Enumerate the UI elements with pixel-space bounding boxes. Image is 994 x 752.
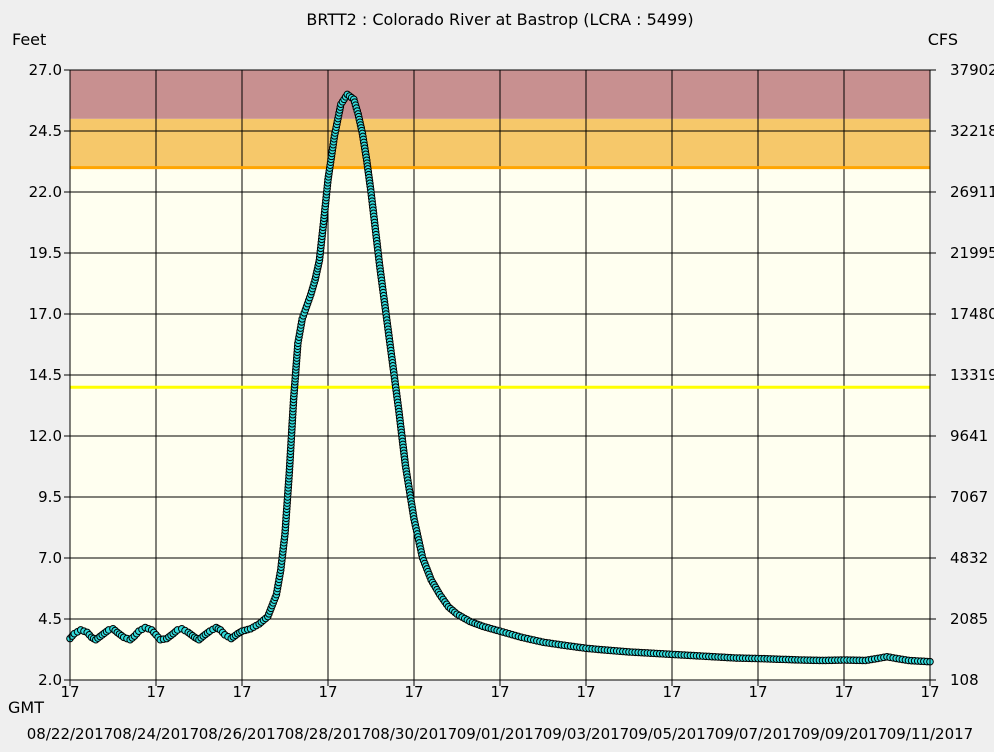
x-tick-date: 08/24/2017 <box>113 725 199 743</box>
x-tick-date: 08/22/2017 <box>27 725 113 743</box>
x-tick-date: 09/09/2017 <box>801 725 887 743</box>
y-tick-label-right: 32218 <box>950 122 994 140</box>
y-tick-label-left: 2.0 <box>38 671 62 689</box>
x-tick-hour: 17 <box>146 683 165 701</box>
x-tick-date: 09/05/2017 <box>629 725 715 743</box>
x-tick-hour: 17 <box>60 683 79 701</box>
y-tick-label-left: 12.0 <box>29 427 62 445</box>
y-tick-label-right: 21995 <box>950 244 994 262</box>
grid-lines <box>69 69 931 681</box>
x-tick-date: 08/30/2017 <box>371 725 457 743</box>
y-axis-label-left: Feet <box>12 30 46 49</box>
y-ticks-right: 37902 32218 26911 21995 17480 13319 9641 7067 48… <box>930 61 994 689</box>
x-tick-date: 08/26/2017 <box>199 725 285 743</box>
y-axis-label-right: CFS <box>928 30 958 49</box>
y-tick-label-left: 14.5 <box>29 366 62 384</box>
x-tick-hour: 17 <box>404 683 423 701</box>
y-tick-label-right: 37902 <box>950 61 994 79</box>
y-tick-label-left: 19.5 <box>29 244 62 262</box>
x-tick-hour: 17 <box>662 683 681 701</box>
y-tick-label-left: 27.0 <box>29 61 62 79</box>
y-tick-label-right: 108 <box>950 671 979 689</box>
y-tick-label-right: 13319 <box>950 366 994 384</box>
threshold-lines <box>70 166 930 389</box>
y-tick-label-right: 4832 <box>950 549 988 567</box>
y-tick-label-left: 22.0 <box>29 183 62 201</box>
y-ticks-left: 27.0 24.5 22.0 19.5 17.0 14.5 12.0 9.5 7.0 4.5 2.0 <box>29 61 70 689</box>
x-tick-hour: 17 <box>834 683 853 701</box>
x-tick-date: 09/03/2017 <box>543 725 629 743</box>
x-axis-label: GMT <box>8 698 44 717</box>
y-tick-label-right: 2085 <box>950 610 988 628</box>
x-tick-date: 08/28/2017 <box>285 725 371 743</box>
x-tick-date: 09/11/2017 <box>887 725 973 743</box>
y-tick-label-right: 17480 <box>950 305 994 323</box>
x-tick-hour: 17 <box>490 683 509 701</box>
x-tick-date: 09/07/2017 <box>715 725 801 743</box>
chart-title: BRTT2 : Colorado River at Bastrop (LCRA … <box>306 10 693 29</box>
y-tick-label-left: 17.0 <box>29 305 62 323</box>
x-tick-hour: 17 <box>920 683 939 701</box>
x-tick-date: 09/01/2017 <box>457 725 543 743</box>
y-tick-label-right: 9641 <box>950 427 988 445</box>
y-tick-label-right: 7067 <box>950 488 988 506</box>
x-tick-hour: 17 <box>576 683 595 701</box>
x-tick-hour: 17 <box>748 683 767 701</box>
y-tick-label-left: 9.5 <box>38 488 62 506</box>
x-tick-hour: 17 <box>232 683 251 701</box>
y-tick-label-left: 24.5 <box>29 122 62 140</box>
x-tick-hour: 17 <box>318 683 337 701</box>
y-tick-label-right: 26911 <box>950 183 994 201</box>
y-tick-label-left: 7.0 <box>38 549 62 567</box>
data-points <box>66 90 934 666</box>
x-ticks: 17 08/22/2017 17 08/24/2017 17 08/26/2017 17 08… <box>27 680 973 743</box>
y-tick-label-left: 4.5 <box>38 610 62 628</box>
